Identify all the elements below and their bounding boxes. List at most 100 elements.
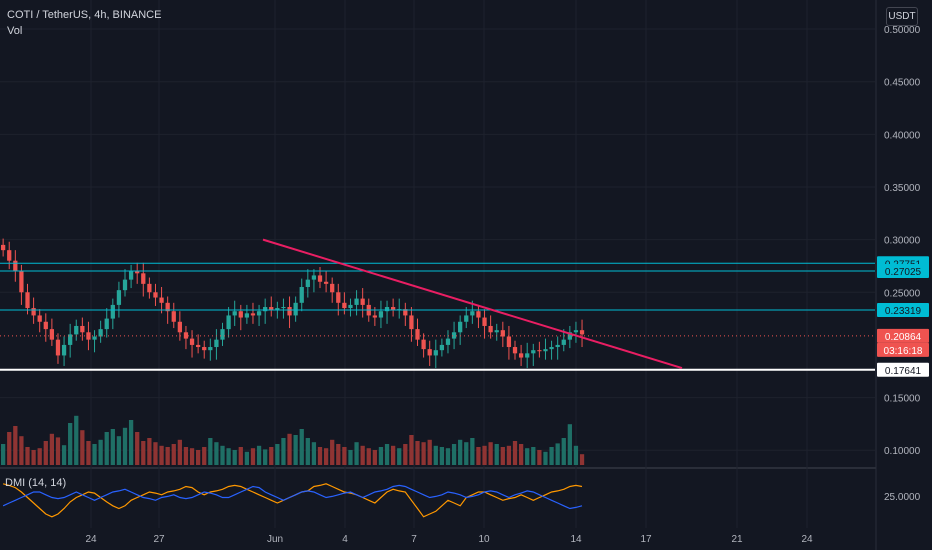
dmi-tick-label: 25.0000 xyxy=(884,492,921,503)
candle-body xyxy=(378,311,384,318)
volume-bar xyxy=(37,448,42,465)
volume-bar xyxy=(263,449,268,465)
volume-bar xyxy=(293,435,298,465)
candle-body xyxy=(409,315,414,330)
volume-bar xyxy=(458,439,463,465)
volume-bar xyxy=(531,447,536,465)
candle-body xyxy=(458,321,463,333)
symbol-title[interactable]: COTI / TetherUS, 4h, BINANCE xyxy=(7,9,162,21)
volume-bar xyxy=(567,424,572,465)
candle-body xyxy=(177,321,182,333)
candle-body xyxy=(43,321,48,330)
candle-body xyxy=(488,325,493,333)
volume-bar xyxy=(433,445,438,465)
volume-bar xyxy=(208,438,213,465)
volume-bar xyxy=(171,444,176,465)
candle-body xyxy=(74,325,79,335)
candle-body xyxy=(49,329,55,340)
candle-body xyxy=(439,344,445,351)
volume-indicator-label[interactable]: Vol xyxy=(7,25,23,37)
candle-body xyxy=(433,350,438,356)
candle-body xyxy=(445,338,451,345)
candle-body xyxy=(330,283,335,293)
candle-body xyxy=(104,318,109,330)
candle-body xyxy=(506,336,512,348)
candle-body xyxy=(220,329,225,340)
price-label-bg xyxy=(877,362,929,377)
candle-body xyxy=(13,260,18,272)
candle-body xyxy=(98,329,103,337)
candle-body xyxy=(287,307,292,316)
candle-body xyxy=(128,271,134,280)
candle-body xyxy=(214,339,219,348)
volume-bar xyxy=(43,441,48,465)
candle-body xyxy=(549,347,554,350)
candle-body xyxy=(525,353,530,358)
y-tick-label: 0.45000 xyxy=(884,78,921,89)
volume-bar xyxy=(445,448,451,465)
candle-body xyxy=(61,344,67,356)
volume-bar xyxy=(128,420,134,465)
volume-bar xyxy=(330,439,335,465)
volume-bar xyxy=(61,445,67,465)
volume-bar xyxy=(549,447,554,465)
volume-bar xyxy=(525,448,530,465)
price-label-bg xyxy=(877,263,929,278)
x-tick-label: Jun xyxy=(267,534,283,545)
volume-bar xyxy=(116,436,122,465)
volume-bar xyxy=(579,454,585,465)
candle-body xyxy=(372,315,377,318)
candle-body xyxy=(37,315,42,322)
volume-bar xyxy=(159,445,164,465)
candle-body xyxy=(451,332,457,339)
volume-bar xyxy=(256,445,262,465)
volume-bar xyxy=(384,444,390,465)
candle-body xyxy=(256,311,262,316)
volume-bar xyxy=(177,439,182,465)
candle-body xyxy=(415,329,420,340)
dmi-plus-line xyxy=(2,484,583,510)
volume-bar xyxy=(323,448,329,465)
price-label-current: 0.20864 xyxy=(885,332,922,343)
volume-bar xyxy=(372,450,377,465)
candle-body xyxy=(208,347,213,351)
y-tick-label: 0.25000 xyxy=(884,288,921,299)
volume-bar xyxy=(336,444,341,465)
candle-body xyxy=(19,271,24,293)
candle-body xyxy=(171,311,176,322)
candle-body xyxy=(336,292,341,303)
volume-bar xyxy=(366,448,371,465)
candle-body xyxy=(561,339,566,345)
dmi-indicator-label[interactable]: DMI (14, 14) xyxy=(5,477,67,489)
volume-bar xyxy=(482,445,487,465)
price-label-bg xyxy=(877,328,929,343)
candle-body xyxy=(348,304,353,309)
candle-body xyxy=(153,292,158,298)
candle-body xyxy=(238,311,243,318)
candle-body xyxy=(543,349,548,352)
price-label-level: 0.27025 xyxy=(885,267,922,278)
volume-bar xyxy=(25,447,30,465)
volume-bar xyxy=(74,415,79,465)
y-tick-label: 0.15000 xyxy=(884,394,921,405)
volume-bar xyxy=(287,433,292,465)
candle-body xyxy=(555,344,560,348)
volume-bar xyxy=(317,447,323,465)
currency-button[interactable]: USDT xyxy=(886,7,918,26)
x-tick-label: 10 xyxy=(478,534,490,545)
y-tick-label: 0.35000 xyxy=(884,183,921,194)
price-label-level: 0.23319 xyxy=(885,306,922,317)
candle-body xyxy=(567,332,572,340)
candle-body xyxy=(7,250,12,261)
y-tick-label: 0.40000 xyxy=(884,130,921,141)
candle-body xyxy=(305,279,310,288)
volume-bar xyxy=(360,445,365,465)
y-tick-label: 0.10000 xyxy=(884,446,921,457)
candle-body xyxy=(226,315,231,330)
volume-bar xyxy=(500,447,505,465)
candle-body xyxy=(141,273,146,284)
volume-bar xyxy=(348,450,353,465)
